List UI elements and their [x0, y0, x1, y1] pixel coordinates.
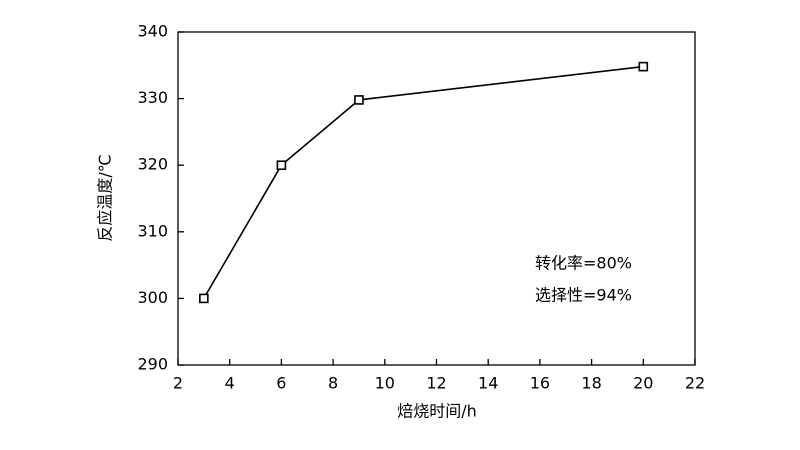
- x-tick-label: 4: [225, 374, 235, 393]
- annotation: 选择性=94%: [535, 286, 632, 305]
- line: [203, 65, 644, 299]
- annotation: 转化率=80%: [535, 254, 632, 273]
- x-tick-label: 22: [685, 374, 705, 393]
- x-tick-label: 18: [581, 374, 601, 393]
- plot-frame: [177, 31, 696, 366]
- x-tick-label: 12: [426, 374, 446, 393]
- y-tick-label: 290: [137, 355, 168, 374]
- x-tick-label: 2: [173, 374, 183, 393]
- x-tick-label: 14: [478, 374, 498, 393]
- marker: [199, 293, 209, 304]
- y-tick-label: 340: [137, 22, 168, 41]
- x-tick-label: 20: [633, 374, 653, 393]
- marker: [276, 160, 287, 170]
- y-axis-label: 反应温度/℃: [96, 154, 115, 241]
- x-axis-label: 焙烧时间/h: [397, 402, 477, 421]
- y-tick-label: 320: [137, 155, 168, 174]
- y-tick-label: 330: [137, 88, 168, 107]
- x-tick-label: 16: [530, 374, 550, 393]
- y-tick-label: 300: [137, 288, 168, 307]
- x-tick-label: 6: [276, 374, 286, 393]
- x-tick-label: 8: [328, 374, 338, 393]
- y-tick-label: 310: [137, 221, 168, 240]
- marker: [354, 95, 364, 105]
- marker: [638, 61, 649, 72]
- x-tick-label: 10: [375, 374, 395, 393]
